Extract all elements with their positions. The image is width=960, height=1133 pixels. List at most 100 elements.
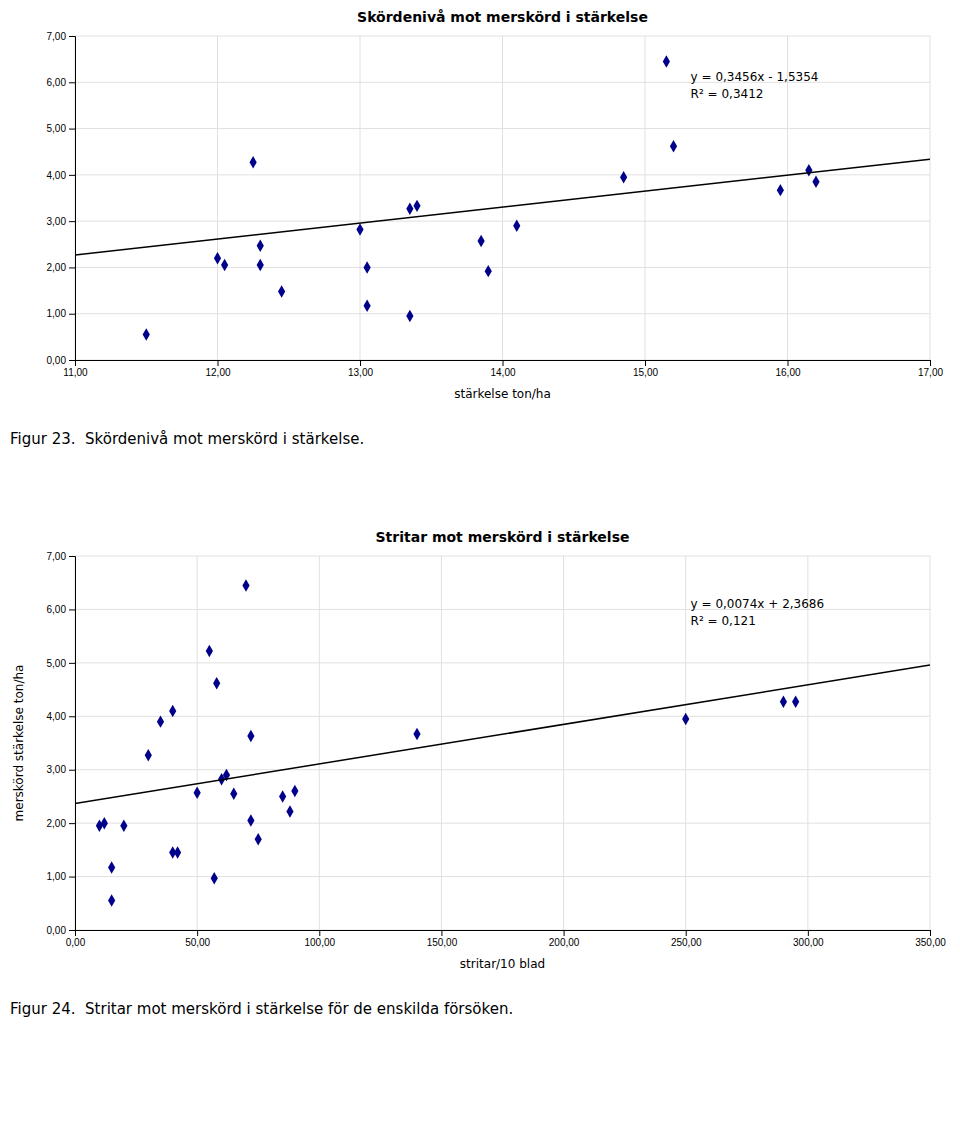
y-tick-mark	[69, 129, 75, 130]
x-grid-line	[807, 556, 808, 930]
y-tick-mark	[69, 175, 75, 176]
x-axis-title: stärkelse ton/ha	[454, 387, 551, 401]
x-tick-mark	[360, 360, 361, 366]
y-grid-line	[75, 174, 930, 175]
scatter-point	[291, 785, 298, 797]
x-tick-label: 250,00	[671, 937, 702, 948]
x-tick: 0,00	[66, 930, 86, 948]
scatter-point	[682, 713, 689, 725]
chart: 0,0050,00100,00150,00200,00250,00300,003…	[10, 529, 946, 1018]
y-tick: 5,00	[47, 123, 75, 134]
x-tick-label: 16,00	[775, 367, 800, 378]
trend-line	[75, 665, 930, 803]
scatter-point	[247, 814, 254, 826]
scatter-point	[174, 846, 181, 858]
x-tick-label: 14,00	[490, 367, 515, 378]
y-tick-mark	[69, 556, 75, 557]
y-tick-label: 1,00	[47, 308, 67, 319]
x-tick-mark	[930, 360, 931, 366]
y-tick-mark	[69, 221, 75, 222]
x-tick-mark	[218, 360, 219, 366]
y-tick: 2,00	[47, 262, 75, 273]
x-tick: 16,00	[775, 360, 800, 378]
y-grid-line	[75, 716, 930, 717]
x-grid-line	[197, 556, 198, 930]
y-grid-line	[75, 556, 930, 557]
y-tick: 7,00	[47, 551, 75, 562]
scatter-point	[143, 328, 150, 340]
scatter-point	[406, 310, 413, 322]
y-tick-mark	[69, 82, 75, 83]
y-tick-mark	[69, 267, 75, 268]
scatter-point	[278, 285, 285, 297]
y-tick-label: 3,00	[47, 764, 67, 775]
x-grid-line	[502, 36, 503, 360]
y-grid-line	[75, 313, 930, 314]
scatter-point	[213, 677, 220, 689]
x-tick-label: 17,00	[918, 367, 943, 378]
y-grid-line	[75, 876, 930, 877]
x-tick: 50,00	[185, 930, 210, 948]
plot-area	[75, 579, 930, 907]
y-tick-label: 5,00	[47, 658, 67, 669]
x-tick-mark	[686, 930, 687, 936]
y-tick-label: 0,00	[47, 925, 67, 936]
scatter-point	[257, 239, 264, 251]
x-axis: 0,0050,00100,00150,00200,00250,00300,003…	[66, 930, 946, 948]
y-tick: 5,00	[47, 658, 75, 669]
x-tick: 15,00	[633, 360, 658, 378]
x-tick: 100,00	[304, 930, 335, 948]
scatter-point	[780, 696, 787, 708]
caption: Figur 23. Skördenivå mot merskörd i stär…	[10, 430, 364, 448]
y-tick-label: 0,00	[47, 355, 67, 366]
scatter-point	[485, 265, 492, 277]
y-tick: 6,00	[47, 77, 75, 88]
y-tick: 2,00	[47, 818, 75, 829]
x-tick-label: 300,00	[793, 937, 824, 948]
x-tick: 250,00	[671, 930, 702, 948]
scatter-point	[812, 176, 819, 188]
x-tick-mark	[930, 930, 931, 936]
chart: 11,00 12,00 13,00 14,00 15,00 16,00 17,00 0,00 1…	[10, 9, 943, 448]
scatter-point	[145, 749, 152, 761]
scatter-point	[247, 730, 254, 742]
y-tick-mark	[69, 716, 75, 717]
scatter-point	[279, 790, 286, 802]
x-tick-label: 50,00	[185, 937, 210, 948]
chart-title: Stritar mot merskörd i stärkelse	[376, 529, 630, 545]
x-grid-line	[360, 36, 361, 360]
x-tick: 12,00	[205, 360, 230, 378]
scatter-point	[413, 728, 420, 740]
scatter-point	[406, 202, 413, 214]
scatter-point	[120, 820, 127, 832]
scatter-point	[286, 805, 293, 817]
y-axis-title: merskörd stärkelse ton/ha	[12, 665, 26, 822]
x-axis-line	[76, 931, 931, 937]
scatter-point	[513, 220, 520, 232]
scatter-point	[257, 259, 264, 271]
x-tick-mark	[319, 930, 320, 936]
grid	[75, 556, 930, 930]
x-tick-mark	[197, 930, 198, 936]
x-tick-mark	[645, 360, 646, 366]
scatter-point	[250, 156, 257, 168]
y-grid-line	[75, 128, 930, 129]
y-tick: 4,00	[47, 170, 75, 181]
x-tick-label: 13,00	[348, 367, 373, 378]
x-tick-mark	[441, 930, 442, 936]
x-tick: 13,00	[348, 360, 373, 378]
x-tick-label: 11,00	[63, 367, 88, 378]
y-tick-label: 6,00	[47, 77, 67, 88]
scatter-point	[255, 833, 262, 845]
x-tick-label: 100,00	[304, 937, 335, 948]
y-axis-line	[69, 557, 76, 931]
x-grid-line	[930, 36, 931, 360]
scatter-point	[413, 200, 420, 212]
scatter-point	[478, 235, 485, 247]
x-grid-line	[319, 556, 320, 930]
x-grid-line	[645, 36, 646, 360]
caption: Figur 24. Stritar mot merskörd i stärkel…	[10, 1000, 513, 1018]
annotation: R² = 0,3412	[691, 87, 764, 101]
y-tick: 4,00	[47, 711, 75, 722]
y-tick-mark	[69, 770, 75, 771]
